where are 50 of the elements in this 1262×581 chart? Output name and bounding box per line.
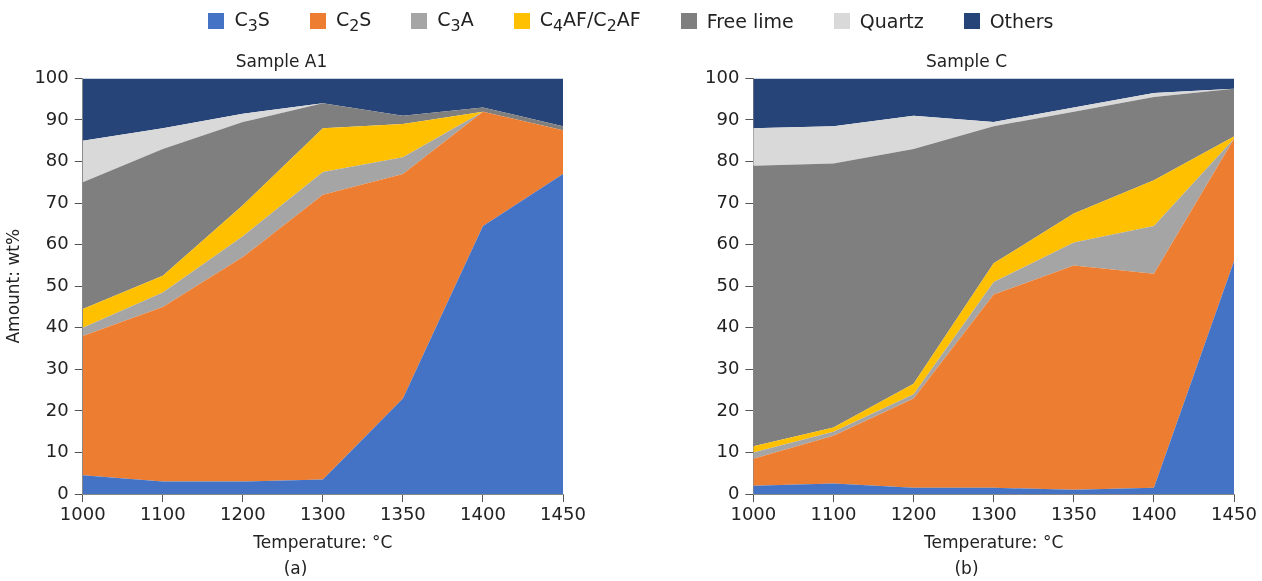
- y-tick-label: 70: [716, 190, 740, 212]
- x-tick-label: 1450: [1211, 503, 1257, 525]
- x-tick-label: 1000: [730, 503, 777, 525]
- x-axis-title: Temperature: °C: [923, 532, 1064, 553]
- x-tick-label: 1400: [1130, 503, 1177, 525]
- y-tick-label: 40: [716, 315, 740, 337]
- legend-label: Quartz: [859, 10, 924, 33]
- y-tick-label: 100: [34, 66, 69, 88]
- y-tick-label: 10: [45, 440, 69, 462]
- legend-label: C$_{3}$A: [437, 8, 474, 35]
- legend-label: Free lime: [706, 10, 794, 33]
- y-tick-label: 20: [45, 398, 69, 420]
- y-tick-label: 30: [716, 356, 740, 378]
- legend-label: C$_{3}$S: [234, 8, 270, 35]
- y-axis-title: Amount: wt%: [2, 228, 23, 344]
- y-tick-label: 70: [45, 190, 69, 212]
- y-tick-label: 0: [57, 481, 69, 503]
- x-tick-label: 1300: [970, 503, 1017, 525]
- y-tick-label: 40: [45, 315, 69, 337]
- text: (b): [953, 558, 980, 578]
- y-tick-label: 90: [716, 107, 740, 129]
- y-tick-label: 0: [727, 481, 740, 503]
- legend-label: C$_{4}$AF/C$_{2}$AF: [539, 8, 641, 35]
- x-tick-label: 1100: [810, 503, 857, 525]
- x-tick-label: 1450: [540, 503, 586, 525]
- y-tick-label: 50: [45, 273, 69, 295]
- y-tick-label: 90: [45, 107, 69, 129]
- x-tick-label: 1200: [890, 503, 937, 525]
- y-tick-label: 80: [45, 149, 69, 171]
- y-tick-label: 30: [45, 356, 69, 378]
- x-tick-label: 1000: [59, 503, 106, 525]
- x-tick-label: 1300: [299, 503, 346, 525]
- x-tick-label: 1350: [1050, 503, 1097, 525]
- y-tick-label: 20: [716, 398, 740, 420]
- x-tick-label: 1350: [380, 503, 426, 525]
- legend-label: Others: [989, 10, 1054, 33]
- x-axis-title: Temperature: °C: [252, 532, 393, 553]
- y-tick-label: 80: [716, 149, 740, 171]
- y-tick-label: 60: [716, 232, 740, 254]
- x-tick-label: 1400: [460, 503, 506, 525]
- y-tick-label: 60: [45, 232, 69, 254]
- legend-label: C$_{2}$S: [335, 8, 372, 35]
- y-tick-label: 50: [716, 273, 740, 295]
- chart-title: Sample C: [925, 50, 1008, 71]
- x-tick-label: 1100: [139, 503, 186, 525]
- y-tick-label: 100: [705, 66, 740, 88]
- x-tick-label: 1200: [219, 503, 266, 525]
- y-tick-label: 10: [716, 440, 740, 462]
- text: (a): [282, 558, 309, 578]
- chart-title: Sample A1: [235, 50, 328, 71]
